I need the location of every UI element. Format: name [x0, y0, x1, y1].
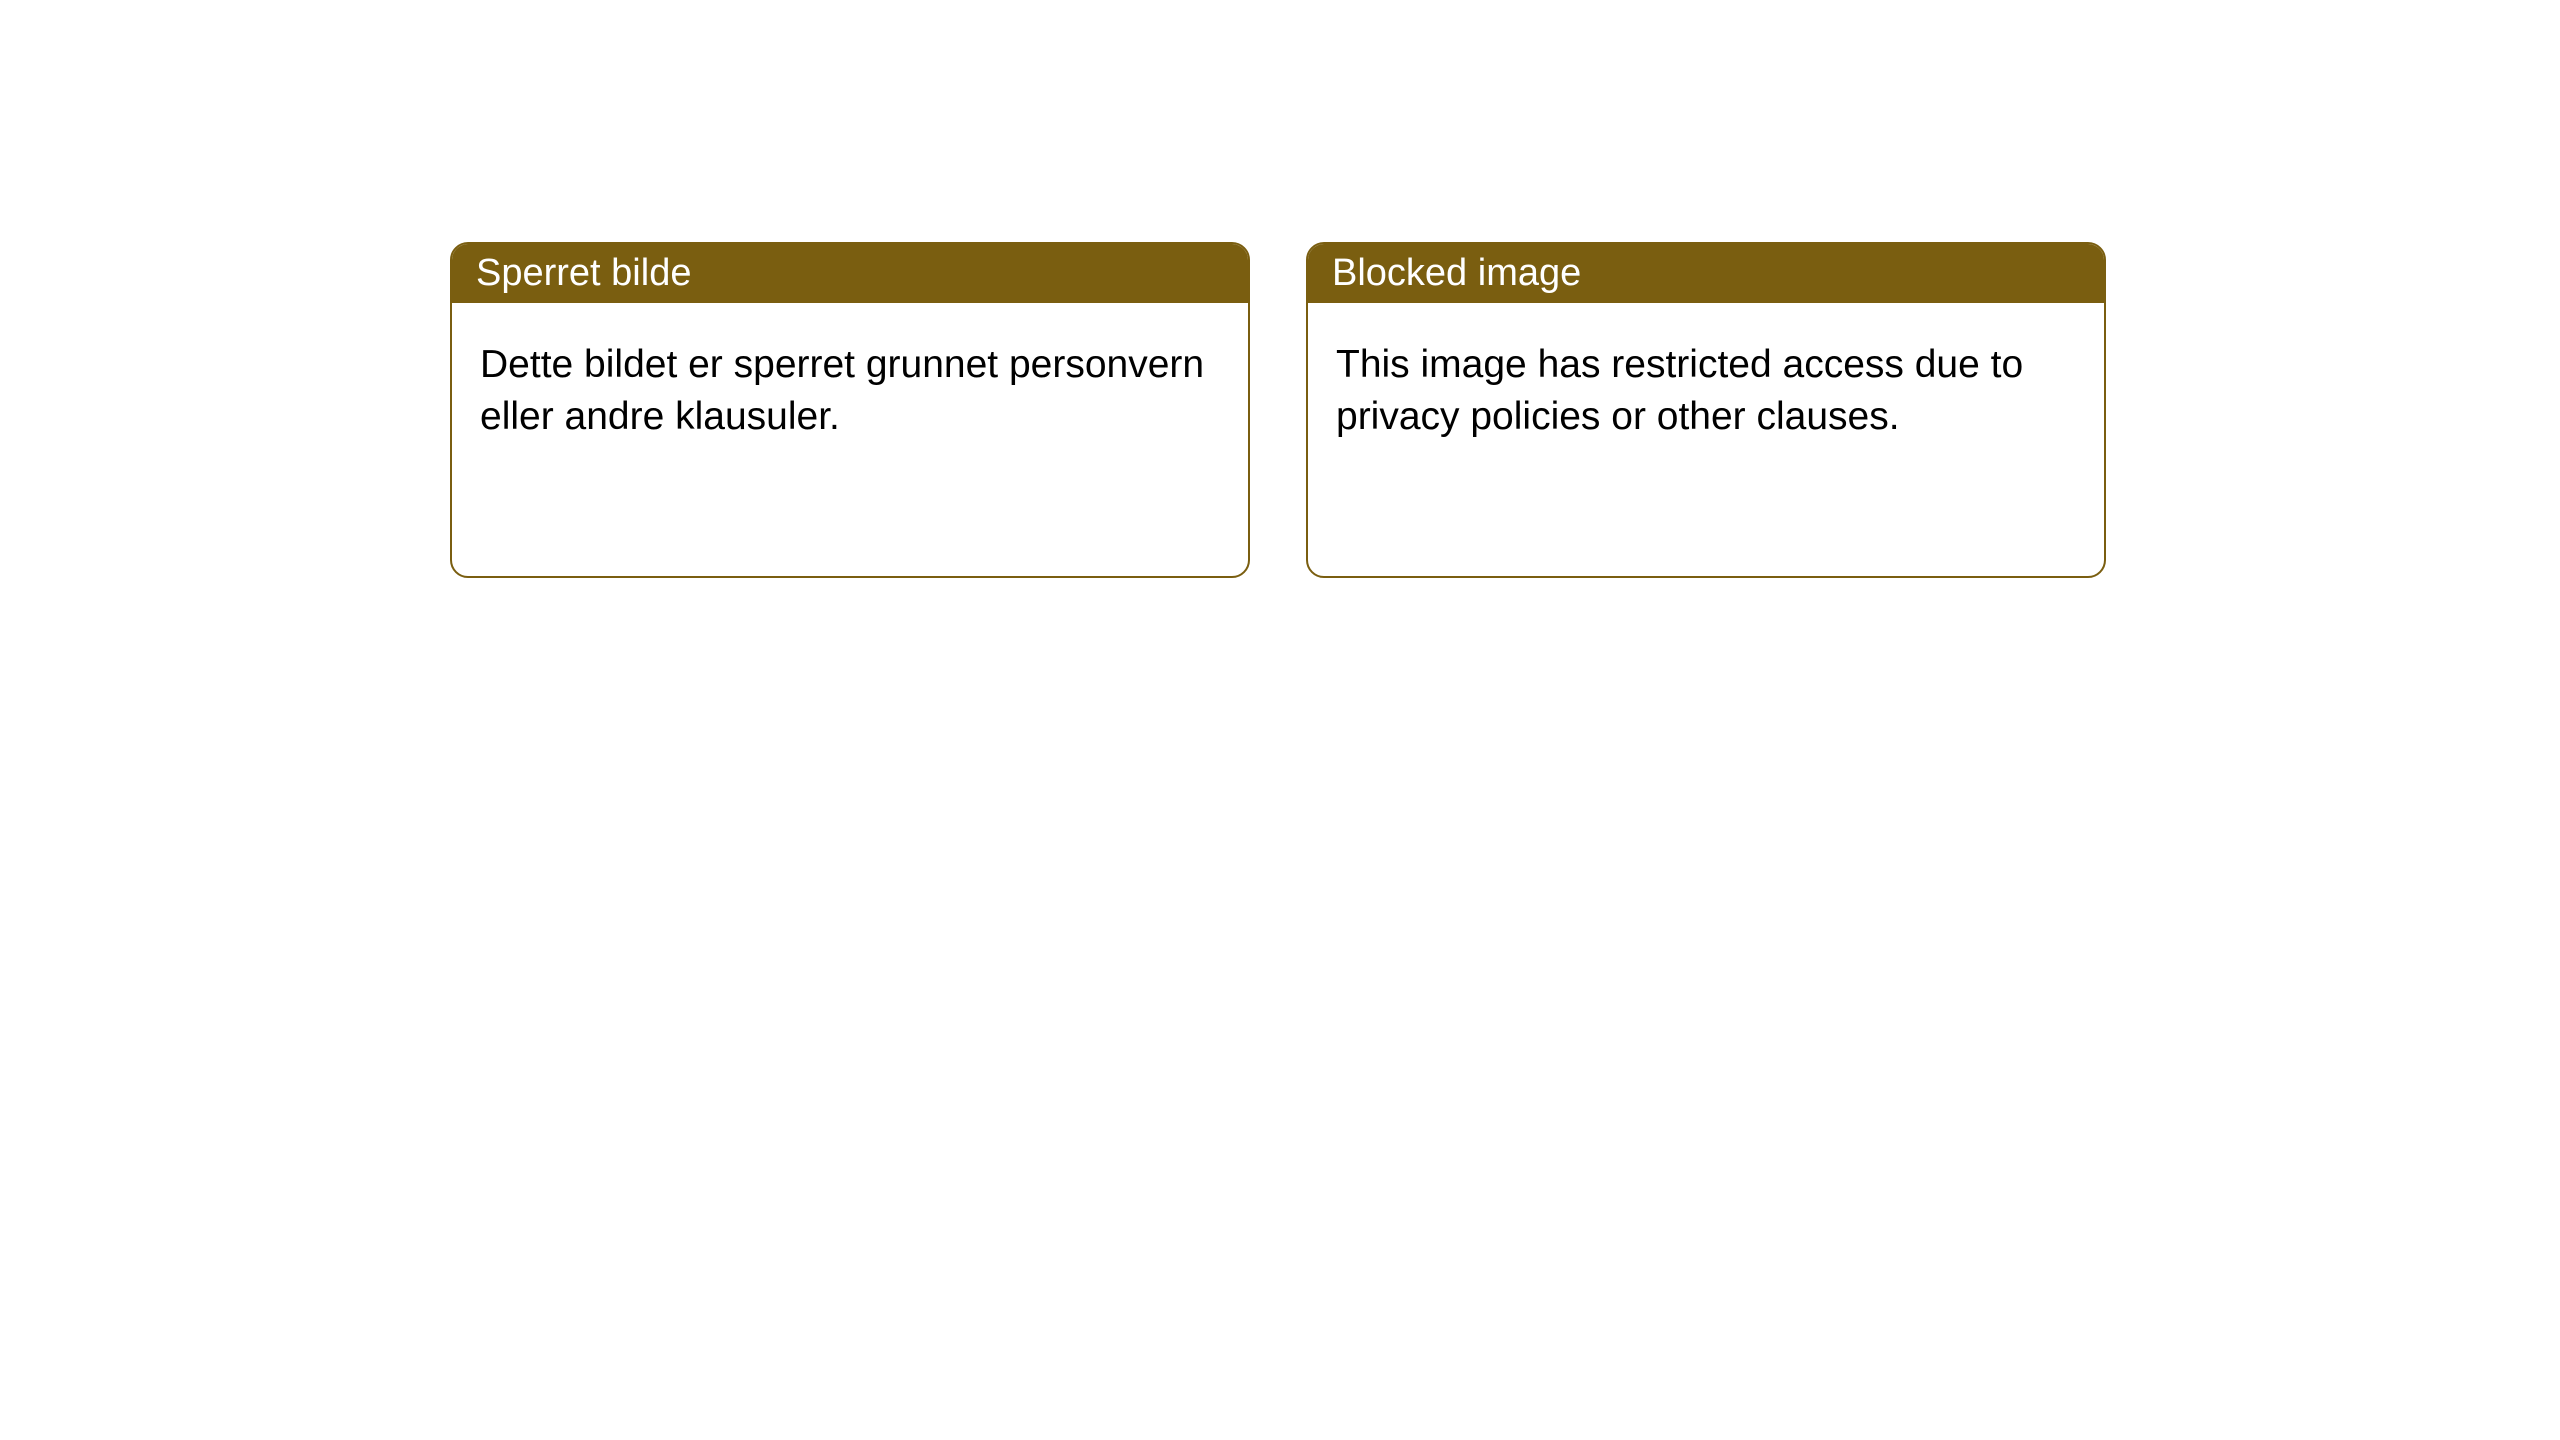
notice-box-norwegian: Sperret bilde Dette bildet er sperret gr… [450, 242, 1250, 578]
notice-box-english: Blocked image This image has restricted … [1306, 242, 2106, 578]
notice-title: Sperret bilde [476, 252, 691, 294]
notice-body-text: This image has restricted access due to … [1336, 343, 2023, 438]
notice-header: Sperret bilde [452, 244, 1248, 303]
notice-body: Dette bildet er sperret grunnet personve… [452, 303, 1248, 479]
notice-title: Blocked image [1332, 252, 1581, 294]
notice-container: Sperret bilde Dette bildet er sperret gr… [0, 0, 2560, 578]
notice-header: Blocked image [1308, 244, 2104, 303]
notice-body-text: Dette bildet er sperret grunnet personve… [480, 343, 1204, 438]
notice-body: This image has restricted access due to … [1308, 303, 2104, 479]
